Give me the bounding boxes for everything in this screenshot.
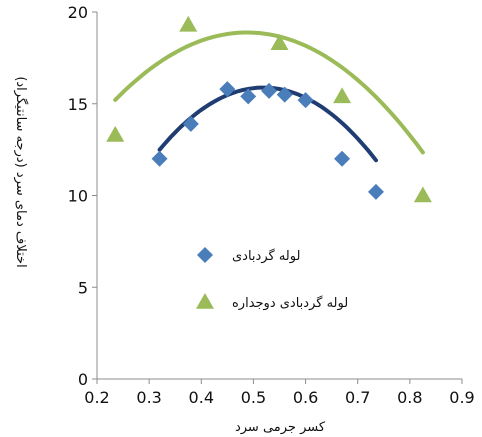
y-tick-label: 20	[68, 3, 88, 22]
triangle-point	[333, 87, 352, 104]
x-tick-label: 0.3	[136, 388, 161, 407]
x-tick-label: 0.7	[345, 388, 370, 407]
x-tick-label: 0.2	[84, 388, 109, 407]
x-tick-label: 0.9	[449, 388, 474, 407]
diamond-point	[182, 115, 199, 132]
legend-marker	[197, 247, 213, 263]
diamond-point	[297, 92, 314, 109]
x-tick-label: 0.8	[397, 388, 422, 407]
x-tick-label: 0.4	[189, 388, 214, 407]
trendline	[113, 30, 425, 155]
x-tick-label: 0.5	[241, 388, 266, 407]
diamond-point	[334, 150, 351, 167]
legend-label: لوله گردبادی دوجداره	[232, 295, 348, 311]
diamond-point	[367, 183, 384, 200]
x-tick-label: 0.6	[293, 388, 318, 407]
legend: لوله گردبادی لوله گردبادی دوجداره	[196, 247, 348, 311]
diamond-point	[151, 150, 168, 167]
y-tick-label: 0	[78, 370, 88, 389]
data-points	[106, 15, 432, 203]
x-axis-title: کسر جرمی سرد	[235, 420, 326, 435]
y-tick-label: 5	[78, 278, 88, 297]
y-tick-label: 10	[68, 187, 88, 206]
diamond-point	[240, 88, 257, 105]
legend-marker	[196, 293, 214, 309]
diamond-point	[219, 81, 236, 98]
y-tick-label: 15	[68, 95, 88, 114]
triangle-point	[106, 125, 125, 142]
y-axis-title: اختلاف دمای سرد (درجه سانتیگراد)	[13, 76, 29, 267]
diamond-point	[261, 82, 278, 99]
triangle-point	[270, 34, 289, 50]
triangle-point	[413, 186, 432, 203]
diamond-point	[276, 86, 293, 103]
legend-label: لوله گردبادی	[232, 248, 300, 264]
triangle-point	[179, 15, 198, 32]
axes: 0 5 10 15 20 0.2 0.3 0.4 0.5 0.6 0.7 0.8 0.9	[68, 3, 475, 407]
